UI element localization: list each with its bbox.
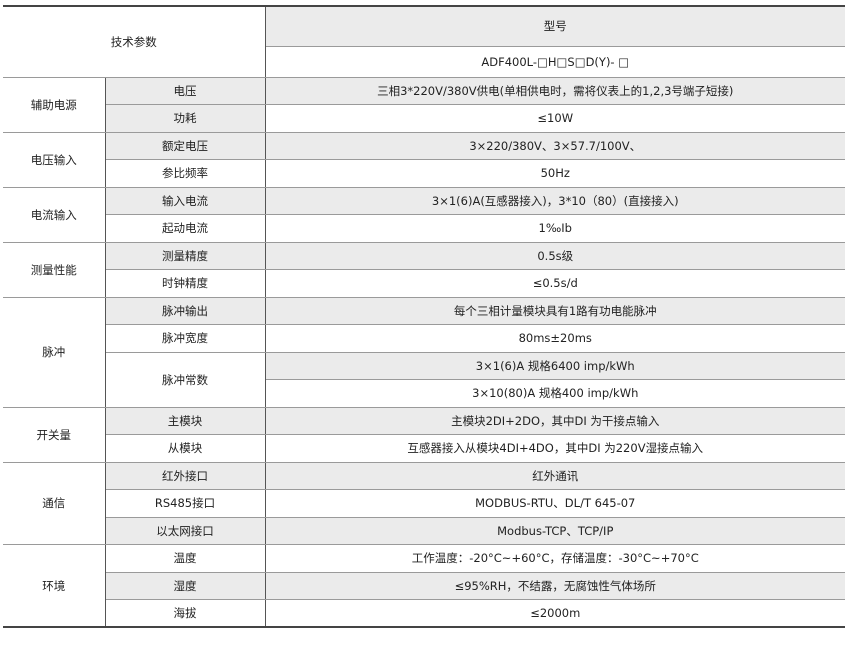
param: RS485接口 xyxy=(105,489,266,518)
value: 三相3*220V/380V供电(单相供电时，需将仪表上的1,2,3号端子短接) xyxy=(265,76,845,105)
param: 以太网接口 xyxy=(105,517,266,545)
value: 互感器接入从模块4DI+4DO，其中DI 为220V湿接点输入 xyxy=(265,434,845,463)
param: 额定电压 xyxy=(105,131,266,160)
model-code: ADF400L-□H□S□D(Y)- □ xyxy=(265,46,845,78)
param: 起动电流 xyxy=(105,214,266,243)
group-name: 通信 xyxy=(3,461,106,545)
param: 主模块 xyxy=(105,406,266,435)
value: Modbus-TCP、TCP/IP xyxy=(265,517,845,545)
group-name: 辅助电源 xyxy=(3,76,106,133)
value: 0.5s级 xyxy=(265,241,845,270)
value: ≤2000m xyxy=(265,599,845,628)
param: 红外接口 xyxy=(105,461,266,490)
param: 输入电流 xyxy=(105,186,266,215)
value: 3×10(80)A 规格400 imp/kWh xyxy=(265,379,845,408)
group-name: 电流输入 xyxy=(3,186,106,243)
param: 脉冲输出 xyxy=(105,296,266,325)
value: ≤95%RH，不结露，无腐蚀性气体场所 xyxy=(265,572,845,600)
param: 从模块 xyxy=(105,434,266,463)
param: 温度 xyxy=(105,544,266,573)
header-label: 技术参数 xyxy=(3,5,266,78)
value: 红外通讯 xyxy=(265,461,845,490)
param: 功耗 xyxy=(105,104,266,133)
param: 湿度 xyxy=(105,572,266,600)
value: 工作温度：-20°C~+60°C，存储温度：-30°C~+70°C xyxy=(265,544,845,573)
group-name: 开关量 xyxy=(3,406,106,463)
group-name: 脉冲 xyxy=(3,296,106,408)
spec-table: 技术参数 型号 ADF400L-□H□S□D(Y)- □ 辅助电源 电压 三相3*22… xyxy=(3,5,845,628)
param: 电压 xyxy=(105,76,266,105)
value: MODBUS-RTU、DL/T 645-07 xyxy=(265,489,845,518)
value: 80ms±20ms xyxy=(265,324,845,353)
value: ≤0.5s/d xyxy=(265,269,845,298)
param: 时钟精度 xyxy=(105,269,266,298)
value: 主模块2DI+2DO，其中DI 为干接点输入 xyxy=(265,406,845,435)
value: ≤10W xyxy=(265,104,845,133)
param: 脉冲常数 xyxy=(105,352,266,408)
model-title: 型号 xyxy=(265,5,845,47)
param: 参比频率 xyxy=(105,159,266,188)
group-name: 测量性能 xyxy=(3,241,106,298)
param: 脉冲宽度 xyxy=(105,324,266,353)
value: 3×1(6)A 规格6400 imp/kWh xyxy=(265,352,845,380)
value: 50Hz xyxy=(265,159,845,188)
value: 3×1(6)A(互感器接入)，3*10（80）(直接接入) xyxy=(265,186,845,215)
group-name: 环境 xyxy=(3,544,106,628)
value: 每个三相计量模块具有1路有功电能脉冲 xyxy=(265,296,845,325)
value: 1‰Ib xyxy=(265,214,845,243)
param: 测量精度 xyxy=(105,241,266,270)
param: 海拔 xyxy=(105,599,266,628)
group-name: 电压输入 xyxy=(3,131,106,188)
value: 3×220/380V、3×57.7/100V、 xyxy=(265,131,845,160)
